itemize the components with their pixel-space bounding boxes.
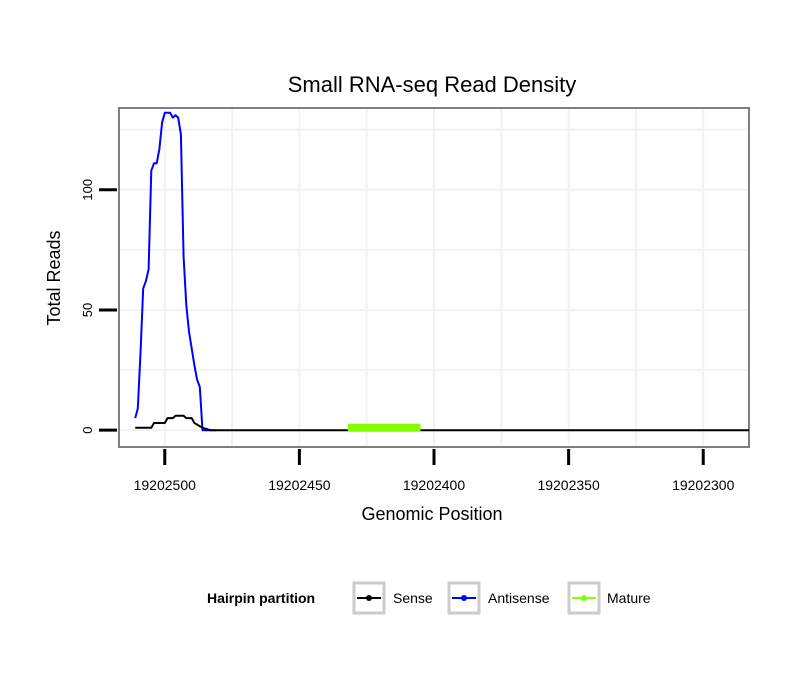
y-tick-label: 0 [80,427,95,434]
chart-title: Small RNA-seq Read Density [288,72,577,97]
x-tick-label: 19202450 [268,477,331,493]
legend-title: Hairpin partition [207,590,315,606]
legend: Hairpin partition Sense Antisense Mature [207,581,651,615]
legend-item-sense: Sense [352,581,433,615]
x-axis: 19202500 19202450 19202400 19202350 19202300 [134,449,735,493]
legend-label-antisense: Antisense [488,590,550,606]
series-line-sense [135,414,749,432]
legend-label-sense: Sense [393,590,433,606]
y-axis-title: Total Reads [44,230,64,325]
x-axis-title: Genomic Position [361,504,502,524]
legend-label-mature: Mature [607,590,651,606]
legend-point-sense [366,595,372,601]
legend-item-mature: Mature [567,581,651,615]
series-line-antisense [134,111,216,432]
y-tick-label: 50 [80,303,95,317]
x-tick-label: 19202350 [537,477,600,493]
legend-point-antisense [461,595,467,601]
y-tick-label: 100 [80,179,95,201]
x-tick-label: 19202300 [672,477,735,493]
x-tick-label: 19202500 [134,477,197,493]
y-axis: 0 50 100 [80,179,117,434]
x-tick-label: 19202400 [403,477,466,493]
legend-item-antisense: Antisense [447,581,550,615]
legend-point-mature [581,595,587,601]
series-layer [134,111,749,432]
